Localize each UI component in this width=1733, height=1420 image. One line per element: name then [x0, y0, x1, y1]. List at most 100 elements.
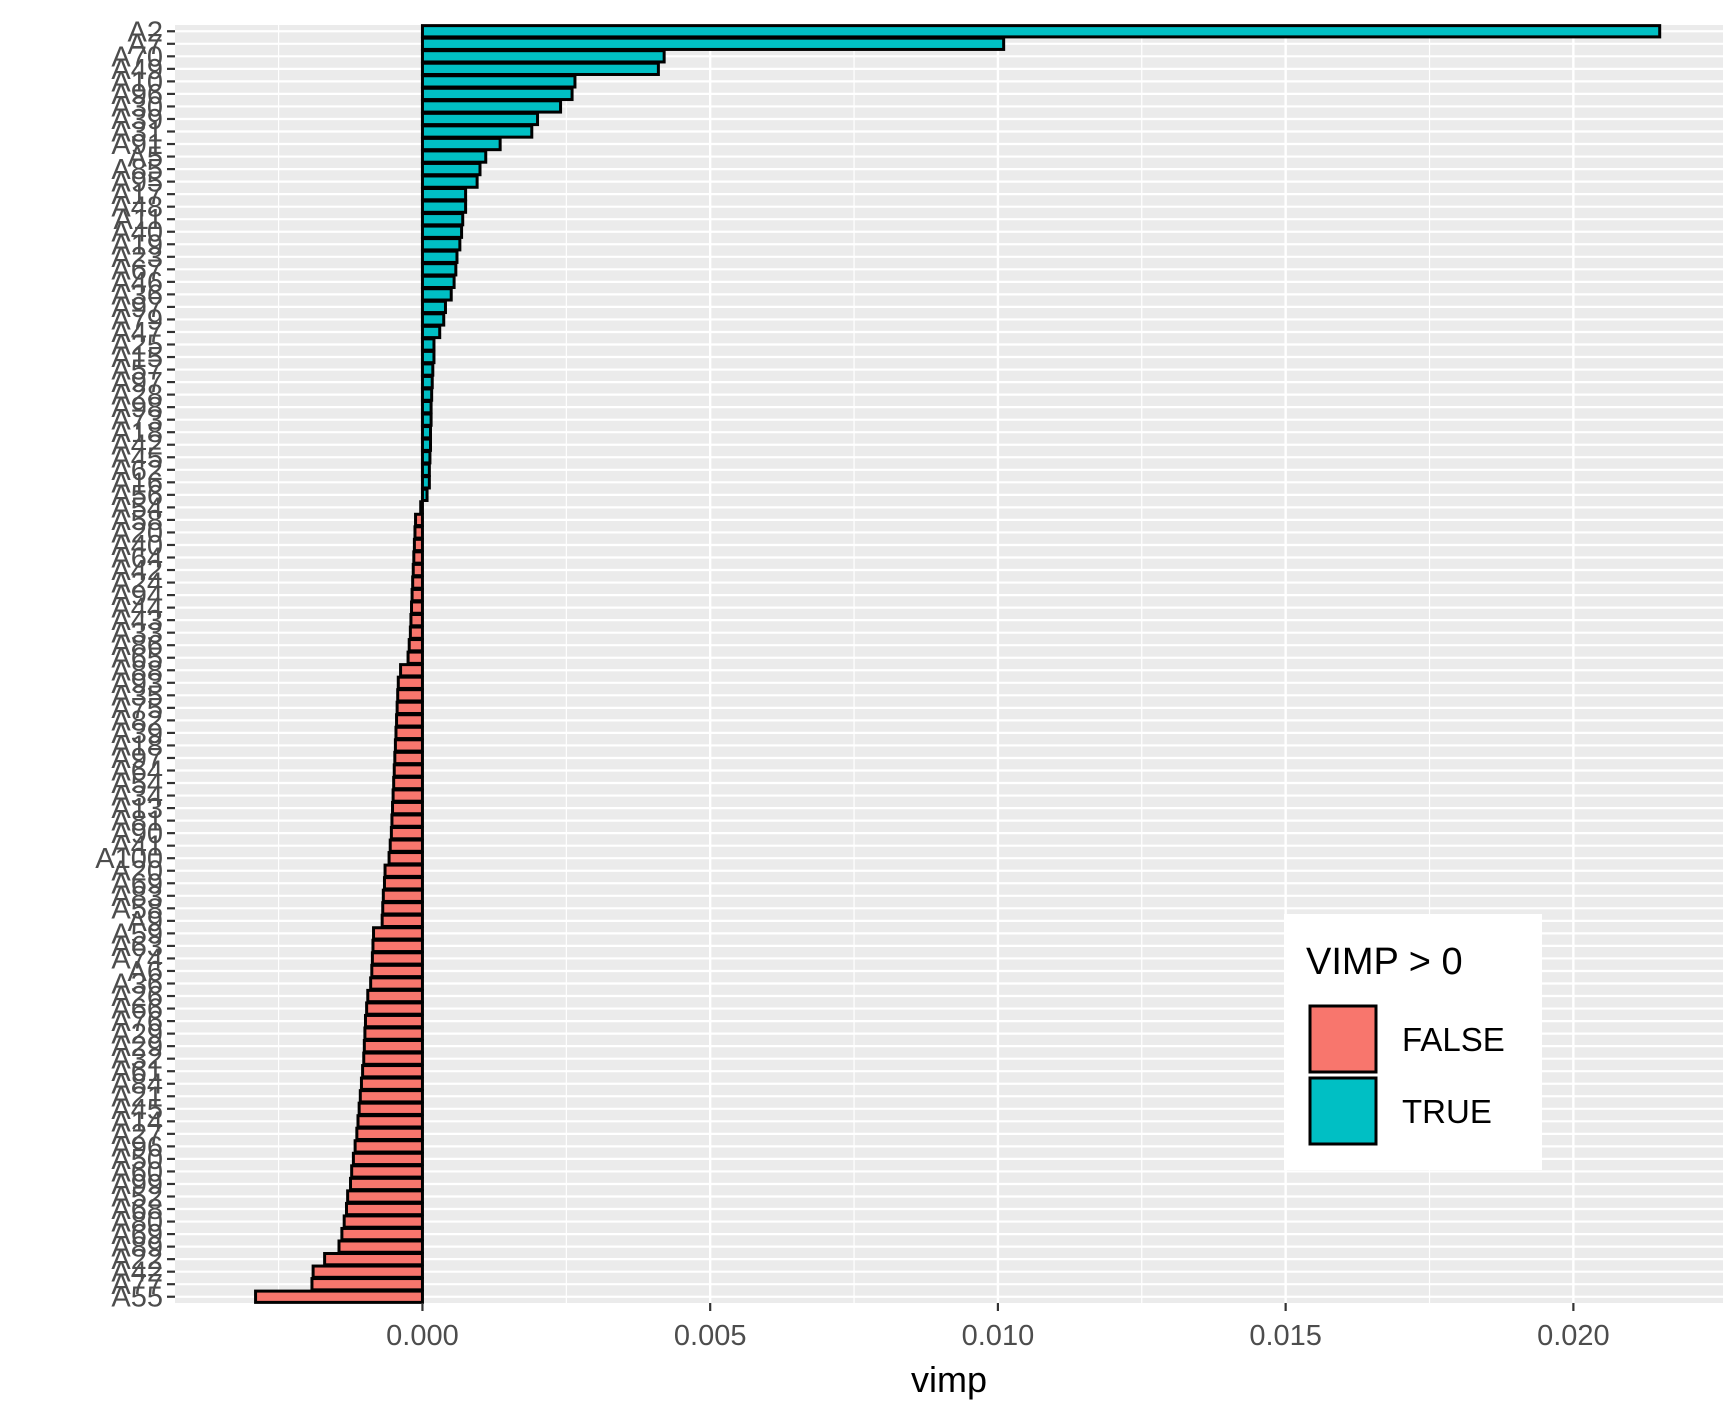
bar-a81 [390, 813, 424, 828]
bar-a86 [407, 638, 424, 653]
y-tick-label: A96 [111, 79, 163, 111]
x-tick-label: 0.000 [386, 1320, 459, 1352]
bar-a33 [408, 625, 424, 640]
y-tick-label: A56 [111, 480, 163, 512]
bar-a31 [420, 124, 534, 139]
y-axis-ticks [167, 30, 175, 1298]
y-tick-label: A10 [111, 66, 163, 98]
y-tick-label: A27 [111, 1119, 163, 1151]
y-tick-label: A52 [111, 1182, 163, 1214]
bar-a10 [420, 74, 577, 89]
bar-a52 [346, 1189, 424, 1204]
bar-a7 [420, 36, 1006, 51]
y-tick-label: A66 [111, 994, 163, 1026]
bar-a61 [361, 1064, 424, 1079]
bar-a97 [420, 374, 434, 390]
y-tick-label: A81 [111, 806, 163, 838]
y-tick-label: A18 [111, 730, 163, 762]
y-tick-label: A40 [111, 217, 163, 249]
y-tick-label: A82 [111, 705, 163, 737]
bar-a24 [411, 575, 424, 590]
bar-a45 [420, 450, 432, 465]
bar-a13 [391, 800, 424, 816]
y-tick-label: A46 [111, 267, 163, 299]
bar-a55 [254, 1289, 424, 1304]
y-tick-label: A57 [111, 355, 163, 387]
bar-a90 [389, 826, 424, 841]
legend-title: VIMP > 0 [1306, 941, 1463, 983]
y-tick-label: A93 [111, 668, 163, 700]
bar-a15 [420, 349, 436, 365]
y-tick-label: A86 [111, 630, 163, 662]
bar-a9 [380, 913, 424, 928]
y-tick-label: A42 [111, 430, 163, 462]
bar-a41 [388, 838, 424, 853]
y-tick-label: A97 [111, 292, 163, 324]
y-tick-label: A29 [111, 1019, 163, 1051]
y-tick-label: A7 [128, 29, 163, 61]
bar-a47 [420, 324, 442, 340]
bar-a94 [410, 587, 424, 603]
y-tick-label: A88 [111, 655, 163, 687]
y-tick-label: A45 [111, 442, 163, 474]
bar-a73 [420, 412, 433, 427]
bar-a18 [420, 425, 433, 440]
bar-a62 [420, 462, 431, 477]
bar-a49 [420, 61, 660, 76]
y-tick-label: A54 [111, 768, 163, 800]
bar-a56 [420, 487, 429, 502]
bar-a85 [420, 161, 482, 177]
bar-a35 [396, 688, 424, 703]
bar-a20 [383, 863, 424, 878]
y-tick-label: A97 [111, 367, 163, 399]
y-tick-label: A42 [111, 555, 163, 587]
bar-a74 [370, 951, 424, 966]
y-tick-label: A85 [111, 154, 163, 186]
bar-a18 [393, 738, 424, 753]
y-tick-label: A63 [111, 931, 163, 963]
bar-a95 [420, 174, 479, 189]
y-tick-label: A40 [111, 530, 163, 562]
bar-a22 [323, 1252, 424, 1267]
bars [254, 24, 1662, 1304]
y-tick-label: A54 [111, 492, 163, 524]
y-tick-label: A31 [111, 117, 163, 149]
y-tick-label: A100 [95, 843, 163, 875]
bar-a27 [355, 1126, 424, 1141]
y-tick-label: A50 [111, 1144, 163, 1176]
bar-a36 [420, 287, 453, 302]
y-tick-label: A97 [111, 743, 163, 775]
y-tick-label: A91 [111, 129, 163, 161]
bar-a75 [395, 700, 424, 715]
x-tick-label: 0.005 [674, 1320, 747, 1352]
y-tick-label: A29 [111, 1031, 163, 1063]
x-axis-ticks [421, 1303, 1575, 1311]
y-tick-label: A32 [111, 1044, 163, 1076]
y-tick-label: A64 [111, 543, 163, 575]
bar-a66 [365, 1001, 424, 1016]
bar-a34 [391, 788, 424, 803]
bar-a79 [420, 312, 446, 327]
y-tick-label: A20 [111, 856, 163, 888]
legend-label-true: TRUE [1402, 1093, 1492, 1130]
bar-a50 [351, 1151, 424, 1167]
y-tick-label: A80 [111, 1207, 163, 1239]
y-tick-label: A68 [111, 1194, 163, 1226]
bar-a99 [349, 1176, 424, 1192]
bar-a17 [420, 187, 468, 202]
y-tick-label: A35 [111, 680, 163, 712]
y-tick-label: A28 [111, 380, 163, 412]
y-tick-label: A42 [111, 1257, 163, 1289]
y-tick-label: A33 [111, 618, 163, 650]
y-tick-label: A22 [111, 1244, 163, 1276]
y-tick-label: A61 [111, 1056, 163, 1088]
bar-a59 [372, 926, 424, 941]
bar-a91 [420, 136, 502, 152]
y-tick-label: A59 [111, 918, 163, 950]
bar-a28 [420, 387, 434, 402]
bar-a11 [420, 212, 465, 227]
legend-key-true [1308, 1076, 1378, 1146]
bar-a39 [394, 725, 424, 741]
y-tick-label: A96 [111, 1131, 163, 1163]
bar-a44 [410, 600, 424, 615]
